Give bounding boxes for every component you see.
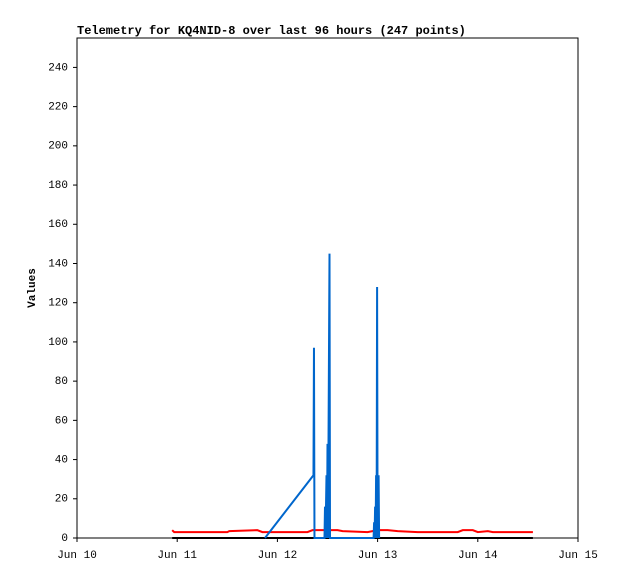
y-tick-label: 20 (55, 494, 68, 506)
x-tick-label: Jun 11 (157, 550, 197, 562)
series-line (264, 253, 381, 539)
x-tick-label: Jun 15 (558, 550, 598, 562)
y-tick-label: 220 (48, 102, 68, 114)
y-tick-label: 180 (48, 180, 68, 192)
x-tick-label: Jun 12 (258, 550, 298, 562)
y-tick-label: 0 (61, 533, 68, 545)
x-tick-label: Jun 10 (57, 550, 97, 562)
y-tick-label: 160 (48, 219, 68, 231)
y-axis-label: Values (27, 268, 39, 308)
x-tick-label: Jun 13 (358, 550, 398, 562)
y-tick-label: 200 (48, 141, 68, 153)
y-tick-label: 100 (48, 337, 68, 349)
series-line (171, 529, 533, 534)
chart-title: Telemetry for KQ4NID-8 over last 96 hour… (77, 24, 466, 38)
y-tick-label: 40 (55, 454, 68, 466)
y-tick-label: 240 (48, 62, 68, 74)
x-tick-label: Jun 14 (458, 550, 498, 562)
y-tick-label: 140 (48, 258, 68, 270)
y-tick-label: 60 (55, 415, 68, 427)
y-tick-label: 80 (55, 376, 68, 388)
y-tick-label: 120 (48, 298, 68, 310)
